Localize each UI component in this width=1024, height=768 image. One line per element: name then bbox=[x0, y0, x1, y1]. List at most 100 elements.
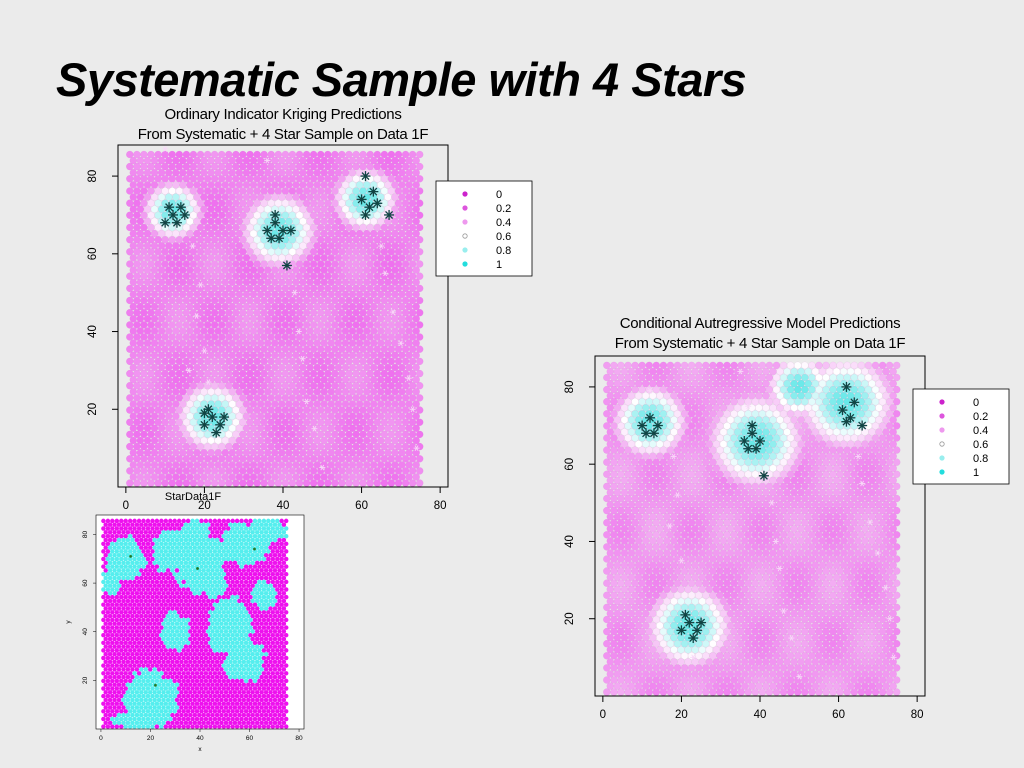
field-dot bbox=[384, 448, 392, 457]
field-dot bbox=[815, 591, 823, 600]
field-dot bbox=[306, 168, 314, 177]
field-dot bbox=[292, 473, 300, 481]
field-dot bbox=[316, 272, 325, 280]
field-dot bbox=[666, 579, 675, 587]
field-dot bbox=[242, 375, 251, 384]
field-dot bbox=[200, 302, 208, 311]
legend-label: 1 bbox=[496, 259, 502, 271]
field-dot bbox=[129, 400, 138, 408]
field-dot bbox=[843, 664, 851, 672]
field-dot bbox=[179, 156, 187, 165]
field-dot bbox=[168, 724, 173, 729]
field-dot bbox=[285, 473, 293, 481]
field-dot bbox=[239, 260, 247, 268]
field-dot bbox=[136, 701, 142, 706]
field-dot bbox=[631, 579, 639, 587]
field-dot bbox=[829, 410, 837, 418]
sample-point bbox=[390, 309, 396, 315]
field-dot bbox=[398, 229, 406, 238]
field-dot bbox=[624, 543, 632, 551]
field-dot bbox=[733, 367, 742, 376]
field-dot bbox=[161, 442, 169, 451]
field-dot bbox=[163, 716, 169, 722]
field-dot bbox=[801, 361, 809, 370]
field-dot bbox=[783, 658, 791, 666]
field-dot bbox=[659, 664, 668, 672]
field-dot bbox=[772, 543, 781, 551]
field-dot bbox=[659, 639, 668, 648]
field-dot bbox=[723, 688, 731, 696]
field-dot bbox=[634, 512, 643, 521]
field-dot bbox=[705, 633, 714, 642]
field-dot bbox=[726, 440, 735, 448]
field-dot bbox=[825, 428, 834, 436]
field-dot bbox=[868, 646, 876, 654]
field-dot bbox=[394, 467, 403, 475]
field-dot bbox=[391, 193, 399, 201]
field-dot bbox=[324, 235, 332, 244]
field-dot bbox=[362, 412, 371, 420]
field-dot bbox=[730, 446, 738, 454]
field-dot bbox=[147, 345, 155, 353]
field-dot bbox=[136, 290, 145, 299]
field-dot bbox=[126, 357, 134, 366]
field-dot bbox=[299, 242, 307, 250]
field-dot bbox=[836, 361, 844, 370]
field-dot bbox=[673, 555, 682, 563]
field-dot bbox=[730, 482, 738, 491]
field-dot bbox=[341, 339, 350, 347]
field-dot bbox=[182, 394, 191, 402]
field-dot bbox=[268, 712, 273, 718]
field-dot bbox=[786, 482, 795, 491]
field-dot bbox=[694, 652, 703, 660]
field-dot bbox=[892, 664, 901, 672]
field-dot bbox=[864, 676, 873, 684]
field-dot bbox=[613, 404, 622, 412]
field-dot bbox=[804, 682, 813, 690]
field-dot bbox=[221, 388, 230, 396]
field-dot bbox=[306, 351, 314, 360]
field-dot bbox=[719, 428, 728, 436]
field-dot bbox=[670, 585, 678, 594]
sample-point bbox=[647, 387, 653, 394]
field-dot bbox=[603, 470, 611, 479]
field-dot bbox=[362, 156, 371, 165]
field-dot bbox=[793, 458, 802, 466]
field-dot bbox=[687, 397, 696, 406]
field-dot bbox=[412, 242, 420, 250]
field-dot bbox=[790, 440, 798, 448]
field-dot bbox=[334, 315, 343, 323]
field-dot bbox=[730, 506, 738, 515]
field-dot bbox=[687, 385, 696, 394]
field-dot bbox=[164, 193, 173, 201]
field-dot bbox=[299, 302, 307, 311]
field-dot bbox=[278, 205, 286, 213]
field-dot bbox=[843, 627, 851, 636]
field-dot bbox=[603, 627, 611, 636]
field-dot bbox=[182, 272, 191, 280]
field-dot bbox=[192, 720, 198, 726]
field-dot bbox=[172, 716, 177, 722]
field-dot bbox=[126, 394, 134, 402]
field-dot bbox=[313, 205, 321, 213]
field-dot bbox=[384, 266, 392, 274]
field-dot bbox=[882, 597, 890, 606]
field-dot bbox=[878, 518, 887, 527]
field-dot bbox=[225, 442, 233, 451]
field-dot bbox=[656, 404, 664, 412]
field-dot bbox=[133, 150, 141, 159]
field-dot bbox=[825, 670, 834, 678]
field-dot bbox=[219, 712, 224, 718]
field-dot bbox=[203, 175, 212, 183]
field-dot bbox=[237, 705, 242, 710]
field-dot bbox=[175, 199, 184, 207]
field-dot bbox=[221, 375, 230, 384]
field-dot bbox=[815, 627, 823, 636]
field-dot bbox=[253, 211, 261, 220]
field-dot bbox=[182, 467, 191, 475]
field-dot bbox=[744, 652, 752, 660]
field-dot bbox=[225, 406, 233, 414]
field-dot bbox=[161, 199, 169, 207]
field-dot bbox=[179, 388, 187, 396]
field-dot bbox=[352, 223, 360, 232]
